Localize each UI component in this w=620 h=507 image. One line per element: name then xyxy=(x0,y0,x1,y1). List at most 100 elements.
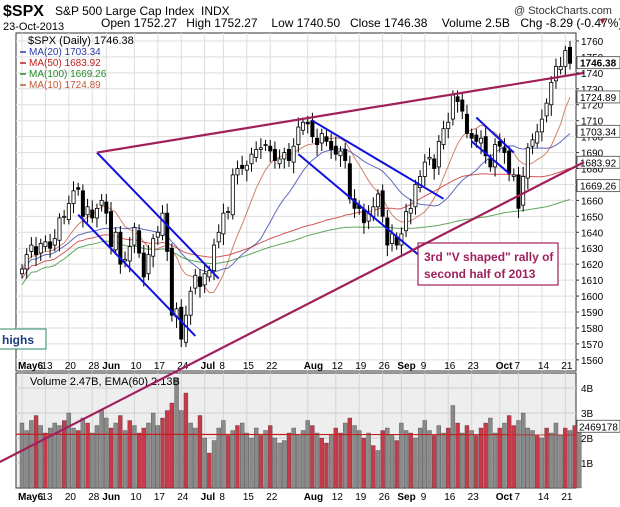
value-flag-text: 1703.34 xyxy=(580,127,617,138)
volume-bar xyxy=(71,427,76,489)
candle-up xyxy=(66,203,71,220)
volume-bar xyxy=(155,425,160,489)
volume-bar xyxy=(122,430,128,489)
volume-bar xyxy=(394,440,399,489)
volume-bar xyxy=(558,435,563,489)
date-tick-label: 19 xyxy=(355,361,367,372)
value-flag: 1703.34 xyxy=(576,124,620,138)
volume-bar xyxy=(268,425,273,489)
annotation-frame xyxy=(417,242,559,286)
date-tick-label: 24 xyxy=(177,492,189,503)
date-tick-label: 10 xyxy=(130,361,142,372)
volume-bar xyxy=(230,430,235,489)
lower-trendline xyxy=(0,161,585,464)
volume-bar xyxy=(104,417,109,489)
volume-bar xyxy=(422,420,427,489)
volume-bar xyxy=(361,437,367,489)
volume-bar xyxy=(544,427,549,489)
candle-up xyxy=(563,50,568,67)
date-tick-label: 9 xyxy=(421,361,427,372)
volume-bar xyxy=(239,422,245,489)
volume-bar xyxy=(188,422,193,489)
candle-down xyxy=(460,99,465,112)
price-tick-label: 1630 xyxy=(581,244,604,255)
volume-bar xyxy=(282,440,287,489)
price-axis: 1560 1570 1580 1590 1600 1610 1620 1630 1640 1650… xyxy=(576,37,620,367)
volume-bar xyxy=(328,435,334,489)
volume-tick-label: 4B xyxy=(581,384,594,395)
volume-bar xyxy=(399,422,404,489)
candle-down xyxy=(108,211,113,248)
volume-bar xyxy=(525,427,530,489)
date-tick-label: Sep xyxy=(397,361,415,372)
volume-bar xyxy=(549,432,554,489)
volume-tick-label: 2B xyxy=(581,434,594,445)
candle-up xyxy=(404,211,409,232)
volume-ema-line xyxy=(15,433,577,436)
date-tick-label: 20 xyxy=(65,361,77,372)
volume-bar xyxy=(277,442,282,489)
volume-bar xyxy=(291,427,296,489)
candle-up xyxy=(113,231,118,251)
highs-label: highs xyxy=(2,333,34,347)
candle-up xyxy=(62,215,67,218)
price-tick-label: 1580 xyxy=(581,324,604,335)
volume-bar xyxy=(347,417,353,489)
price-tick-label: 1740 xyxy=(581,69,604,80)
channel-line xyxy=(475,116,515,154)
volume-bar xyxy=(375,450,381,489)
value-flag: 1683.92 xyxy=(576,155,620,169)
volume-bar xyxy=(380,430,385,489)
volume-bar xyxy=(24,430,29,489)
volume-bar xyxy=(474,435,479,489)
volume-bar xyxy=(511,425,516,489)
date-tick-label: 28 xyxy=(88,361,100,372)
candle-up xyxy=(160,212,165,236)
volume-bar xyxy=(446,427,451,489)
candle-down xyxy=(315,137,320,146)
candle-up xyxy=(212,244,217,271)
legend-entry: MA(100) 1669.26 xyxy=(29,69,107,80)
candle-up xyxy=(301,121,306,131)
candle-up xyxy=(216,231,221,243)
date-tick-label: Jul xyxy=(201,361,216,372)
price-tick-label: 1590 xyxy=(581,308,604,319)
candle-up xyxy=(188,290,193,316)
candle-up xyxy=(291,145,296,163)
candle-down xyxy=(502,147,507,153)
volume-bar xyxy=(563,427,568,489)
candle-up xyxy=(319,133,324,144)
candle-down xyxy=(385,217,390,246)
exchange: INDX xyxy=(201,4,230,18)
volume-bar xyxy=(333,427,338,489)
date-tick-label: Jun xyxy=(102,492,120,503)
volume-bar xyxy=(352,425,357,489)
date-tick-label: 7 xyxy=(514,492,520,503)
volume-bar xyxy=(488,417,493,489)
volume-bar xyxy=(469,430,474,489)
candle-down xyxy=(343,148,348,161)
candle-down xyxy=(305,121,310,125)
candle-down xyxy=(48,241,53,249)
price-tick-label: 1560 xyxy=(581,356,604,367)
volume-bar xyxy=(502,422,507,489)
symbol: $SPX xyxy=(3,3,44,20)
date-tick-label: 13 xyxy=(41,361,53,372)
volume-bar xyxy=(113,422,118,489)
volume-bar xyxy=(38,425,43,489)
volume-bar xyxy=(357,430,362,489)
price-tick-label: 1570 xyxy=(581,340,604,351)
candle-up xyxy=(427,156,432,160)
quote-low: Low 1740.50 xyxy=(271,16,340,30)
value-flag-text: 1746.38 xyxy=(580,59,617,70)
volume-bar xyxy=(296,435,301,489)
value-flag-box xyxy=(576,155,620,169)
annotation-text: 3rd "V shaped" rally of second half of 2… xyxy=(424,250,557,281)
date-tick-label: 12 xyxy=(332,361,344,372)
candle-up xyxy=(244,164,249,171)
legend-entry: MA(50) 1683.92 xyxy=(29,58,101,69)
candle-up xyxy=(29,244,34,252)
date-tick-label: 24 xyxy=(177,361,189,372)
